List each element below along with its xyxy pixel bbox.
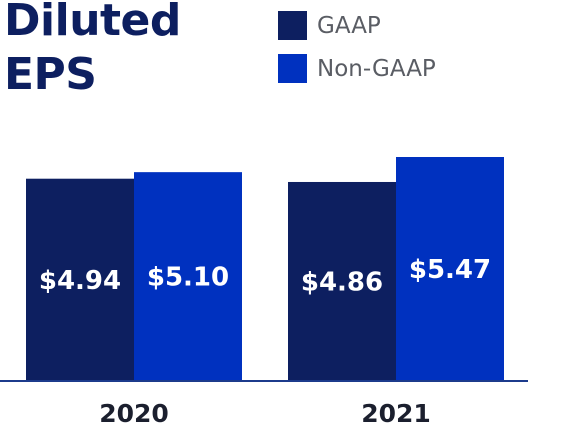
x-tick-label: 2020 [99, 399, 169, 428]
legend-swatch-non-gaap [278, 54, 307, 83]
legend-label-non-gaap: Non-GAAP [317, 55, 436, 82]
chart-legend: GAAP Non-GAAP [278, 11, 436, 97]
bar-value-label: $5.47 [409, 255, 491, 285]
legend-item-non-gaap: Non-GAAP [278, 54, 436, 83]
legend-item-gaap: GAAP [278, 11, 436, 40]
bar-non-gaap-2021 [396, 157, 504, 381]
bar-non-gaap-2020 [134, 172, 242, 381]
x-tick-label: 2021 [361, 399, 431, 428]
legend-label-gaap: GAAP [317, 12, 381, 39]
legend-swatch-gaap [278, 11, 307, 40]
chart-title-line-2: EPS [4, 49, 97, 100]
bar-value-label: $5.10 [147, 263, 229, 293]
chart-title-line-1: Diluted [4, 0, 181, 46]
chart-title: Diluted EPS [4, 0, 181, 102]
bar-value-label: $4.94 [39, 266, 121, 296]
bar-value-label: $4.86 [301, 267, 383, 297]
bar-gaap-2021 [288, 181, 396, 381]
bar-gaap-2020 [26, 178, 134, 381]
